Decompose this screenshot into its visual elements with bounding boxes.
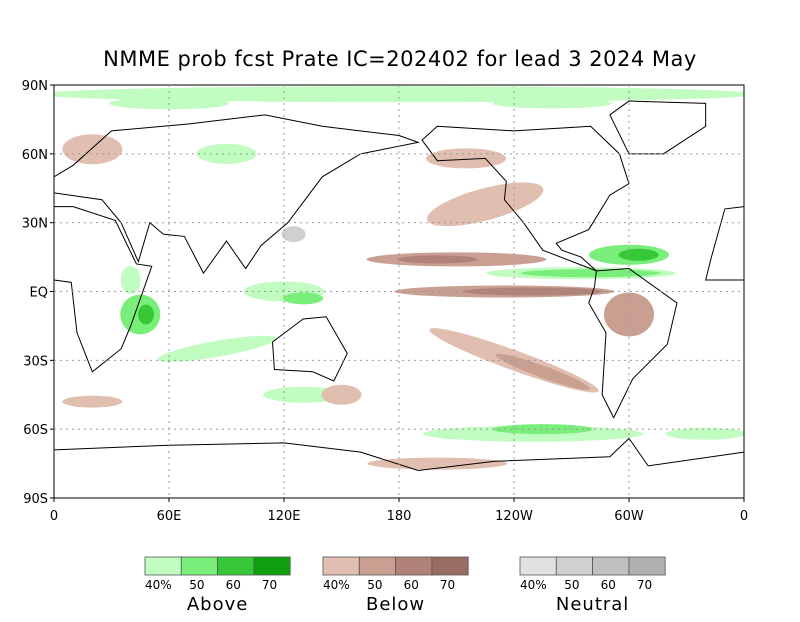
shaded-area xyxy=(463,287,604,296)
coastline xyxy=(54,437,744,471)
x-axis-label: 120E xyxy=(267,509,300,524)
y-axis-label: EQ xyxy=(30,286,48,301)
coastline xyxy=(609,100,707,155)
coastline xyxy=(54,114,421,275)
shaded-area xyxy=(321,384,362,405)
legend-swatch xyxy=(144,556,182,576)
legend-swatch xyxy=(628,556,666,576)
legend-swatch xyxy=(592,556,630,576)
legend-tick-label: 70 xyxy=(637,578,652,592)
x-axis-label: 0 xyxy=(50,509,58,524)
shaded-area xyxy=(196,143,257,164)
shaded-area xyxy=(62,395,123,408)
legend-tick-label: 70 xyxy=(440,578,455,592)
shaded-area xyxy=(62,134,123,165)
shaded-area xyxy=(495,353,590,390)
x-axis-label: 180 xyxy=(387,509,412,524)
coastline xyxy=(271,316,348,382)
coastline xyxy=(421,125,630,272)
y-axis-label: 60N xyxy=(22,148,48,163)
legend-swatch xyxy=(395,556,433,576)
legend-title: Above xyxy=(187,594,248,615)
legend-title: Below xyxy=(366,594,425,615)
shaded-area xyxy=(263,386,344,403)
y-axis-label: 30N xyxy=(22,217,48,232)
legend-swatch xyxy=(555,556,593,576)
legend-tick-label: 50 xyxy=(564,578,579,592)
legend-swatch xyxy=(217,556,255,576)
legend-tick-label: 50 xyxy=(189,578,204,592)
shaded-area xyxy=(120,266,141,295)
shaded-area xyxy=(367,457,508,470)
legend-tick-label: 60 xyxy=(404,578,419,592)
x-axis-label: 120W xyxy=(495,509,533,524)
y-axis-label: 30S xyxy=(23,354,48,369)
legend-tick-label: 50 xyxy=(367,578,382,592)
legend-swatch xyxy=(519,556,557,576)
legend-tick-label: 70 xyxy=(262,578,277,592)
legend-title: Neutral xyxy=(556,594,629,615)
shaded-area xyxy=(427,182,544,227)
shaded-area xyxy=(665,427,744,440)
legend-tick-label: 60 xyxy=(601,578,616,592)
legend-tick-label: 40% xyxy=(145,578,172,592)
coastline xyxy=(705,206,744,281)
y-axis-label: 60S xyxy=(23,423,48,438)
x-axis-label: 60E xyxy=(157,509,182,524)
shaded-area xyxy=(54,86,744,103)
legend-swatch xyxy=(358,556,396,576)
shaded-area xyxy=(618,248,659,261)
shaded-area xyxy=(397,255,478,264)
legend-swatch xyxy=(253,556,291,576)
shaded-area xyxy=(492,98,613,109)
legend-swatch xyxy=(180,556,219,576)
legend-swatch xyxy=(431,556,469,576)
legend-swatch xyxy=(322,556,360,576)
y-axis-label: 90N xyxy=(22,79,48,94)
coastline xyxy=(54,206,153,373)
legend-tick-label: 40% xyxy=(323,578,350,592)
y-axis-label: 90S xyxy=(23,492,48,507)
shaded-area xyxy=(426,148,507,169)
shaded-area xyxy=(283,292,324,305)
legend-tick-label: 60 xyxy=(226,578,241,592)
map-title: NMME prob fcst Prate IC=202402 for lead … xyxy=(103,47,697,71)
shaded-area xyxy=(157,335,277,362)
shaded-area xyxy=(281,226,306,243)
x-axis-label: 60W xyxy=(614,509,644,524)
shaded-area xyxy=(138,304,154,325)
legend-tick-label: 40% xyxy=(520,578,547,592)
shaded-area xyxy=(492,424,593,435)
x-axis-label: 0 xyxy=(740,509,748,524)
shaded-area xyxy=(520,269,661,278)
